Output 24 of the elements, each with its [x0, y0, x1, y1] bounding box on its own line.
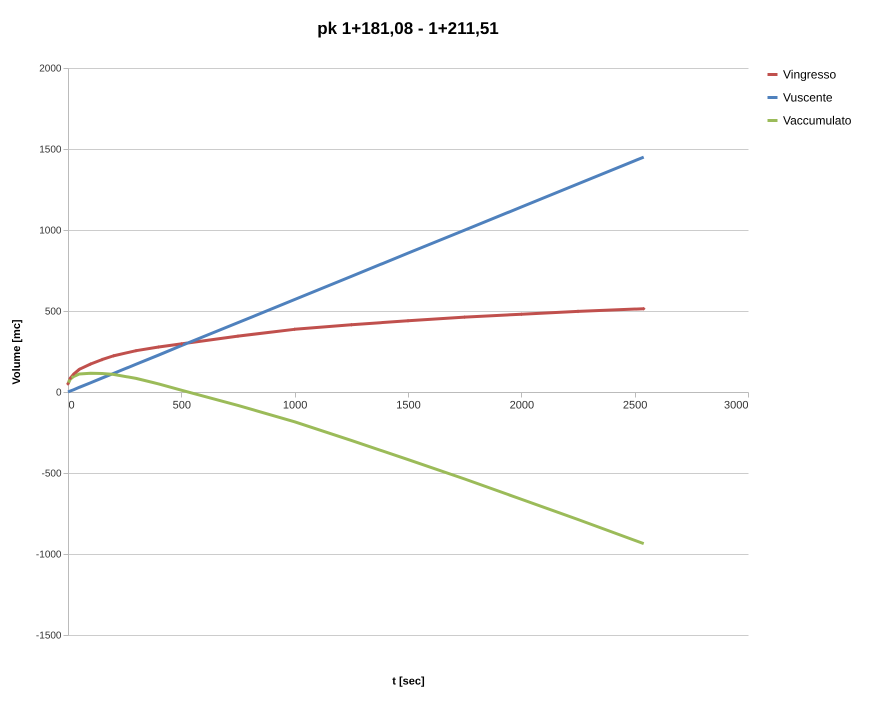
y-tick-label: 0	[56, 388, 62, 398]
y-tick-label: -500	[41, 468, 62, 480]
legend-label: Vaccumulato	[783, 114, 852, 128]
line-series	[66, 372, 646, 546]
x-tick-label: 1500	[396, 400, 421, 412]
point	[72, 372, 76, 376]
y-tick-label: 500	[44, 306, 62, 318]
x-axis-title: t [sec]	[392, 676, 426, 688]
x-tick-label: 2000	[510, 400, 534, 412]
x-tick-label: 0	[68, 400, 75, 412]
x-tick-label: 3000	[724, 400, 748, 412]
x-tick-label: 1000	[282, 400, 308, 412]
y-tick-label: -1500	[36, 630, 62, 642]
chart-title: pk 1+181,08 - 1+211,51	[317, 19, 499, 38]
y-axis-title: Volume [mc]	[10, 319, 23, 385]
y-tick-label: 2000	[39, 64, 62, 74]
legend-label: Vuscente	[783, 90, 833, 104]
legend-label: Vingresso	[783, 68, 836, 82]
x-tick-label: 2500	[622, 400, 648, 412]
y-tick-label: 1000	[39, 226, 62, 236]
y-tick-label: 1500	[39, 144, 62, 156]
y-tick-label: -1000	[36, 550, 62, 560]
line-series	[66, 156, 646, 394]
x-tick-label: 500	[172, 400, 192, 412]
